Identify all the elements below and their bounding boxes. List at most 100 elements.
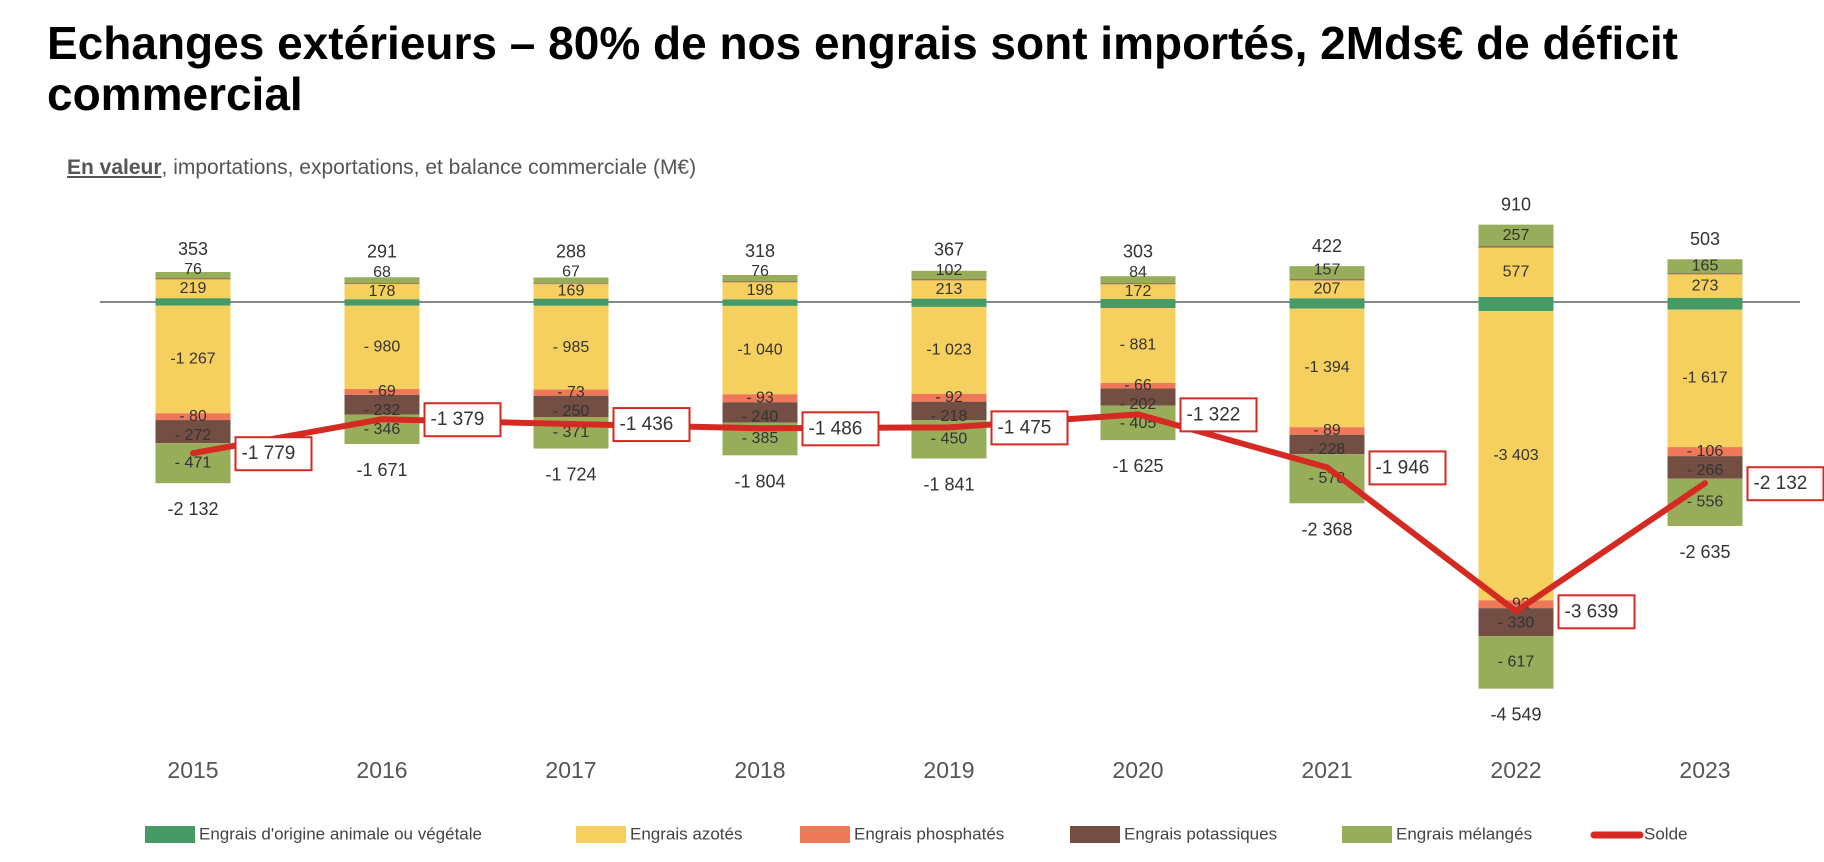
solde-label: -1 322 (1187, 404, 1241, 425)
bar-label-export: 273 (1692, 277, 1719, 294)
x-tick-label: 2018 (734, 757, 785, 783)
bar-segment-export (1667, 273, 1743, 275)
x-tick-label: 2020 (1112, 757, 1163, 783)
bar-segment-import (722, 394, 798, 403)
bar-segment-export (344, 283, 420, 284)
bar-segment-export (1478, 247, 1554, 248)
legend-swatch (800, 826, 850, 843)
solde-label: -3 639 (1565, 601, 1619, 622)
bar-label-import: -1 267 (170, 351, 215, 368)
bar-segment-export (344, 277, 420, 284)
bar-label-import: - 232 (364, 402, 401, 419)
bar-segment-export (155, 279, 231, 299)
bar-segment-export (911, 298, 987, 302)
bar-segment-import (1100, 388, 1176, 406)
x-tick-label: 2023 (1679, 757, 1730, 783)
bar-label-import: - 73 (557, 384, 585, 401)
solde-label: -1 486 (809, 418, 863, 439)
bar-segment-export (1289, 279, 1365, 281)
bar-segment-import (722, 302, 798, 306)
bar-label-import: - 385 (742, 430, 779, 447)
legend-swatch (1070, 826, 1120, 843)
solde-label-box (1179, 397, 1258, 433)
bar-label-import: -1 040 (737, 341, 782, 358)
total-imports-label: -1 804 (734, 471, 785, 491)
bar-label-import: - 93 (746, 389, 774, 406)
page-title: Echanges extérieurs – 80% de nos engrais… (47, 17, 1679, 120)
bar-segment-export (1100, 284, 1176, 300)
solde-label: -1 379 (431, 409, 485, 430)
bar-label-import: - 66 (1124, 377, 1152, 394)
bar-segment-import (533, 389, 609, 396)
x-tick-label: 2016 (356, 757, 407, 783)
subtitle-emphasis: En valeur (67, 156, 162, 179)
bar-segment-import (1100, 302, 1176, 309)
bar-label-import: - 89 (1313, 422, 1341, 439)
bar-segment-export (533, 298, 609, 302)
total-imports-label: -1 724 (545, 465, 596, 485)
subtitle-text: , importations, exportations, et balance… (161, 156, 697, 179)
total-exports-label: 910 (1501, 195, 1531, 215)
bar-segment-import (1289, 427, 1365, 435)
bar-label-export: 257 (1503, 227, 1530, 244)
total-exports-label: 291 (367, 242, 397, 262)
bar-segment-import (1289, 308, 1365, 428)
bar-label-import: - 69 (368, 383, 396, 400)
solde-label-box (1557, 594, 1636, 630)
solde-label: -1 946 (1376, 457, 1430, 478)
bar-segment-import (344, 394, 420, 415)
bar-label-export: 165 (1692, 257, 1719, 274)
solde-label-box (234, 436, 313, 472)
bar-label-export: 207 (1314, 281, 1341, 298)
bar-segment-import (1478, 600, 1554, 609)
bar-segment-export (722, 274, 798, 282)
bar-segment-export (1478, 224, 1554, 247)
bar-label-import: - 985 (553, 339, 590, 356)
legend-swatch (576, 826, 626, 843)
total-exports-label: 288 (556, 241, 586, 261)
bar-label-import: - 450 (931, 431, 968, 448)
bar-label-import: - 266 (1687, 462, 1724, 479)
bar-label-export: 198 (747, 282, 774, 299)
chart-subtitle: En valeur, importations, exportations, e… (67, 156, 696, 180)
bar-segment-import (155, 302, 231, 306)
bar-segment-export (722, 281, 798, 283)
bar-segment-export (155, 278, 231, 280)
bar-label-export: 157 (1314, 262, 1341, 279)
bar-label-export: 76 (184, 261, 202, 278)
legend-label: Engrais d'origine animale ou végétale (199, 824, 482, 843)
bar-segment-import (1667, 456, 1743, 479)
bar-label-import: - 202 (1120, 396, 1157, 413)
bar-label-export: 577 (1503, 264, 1530, 281)
bar-label-import: -3 403 (1493, 447, 1538, 464)
bar-label-export: 213 (936, 281, 963, 298)
bar-segment-export (1667, 274, 1743, 298)
total-imports-label: -4 549 (1490, 705, 1541, 725)
total-exports-label: 422 (1312, 236, 1342, 256)
solde-label-box (1368, 450, 1447, 486)
bar-segment-export (1478, 246, 1554, 248)
total-exports-label: 303 (1123, 242, 1153, 262)
bar-segment-import (344, 305, 420, 390)
bar-segment-import (1478, 302, 1554, 312)
bar-label-import: - 272 (175, 427, 212, 444)
solde-label-box (801, 411, 880, 447)
total-imports-label: -1 841 (923, 474, 974, 494)
legend-swatch (145, 826, 195, 843)
x-tick-label: 2017 (545, 757, 596, 783)
bar-label-import: - 371 (553, 424, 590, 441)
bar-label-import: - 218 (931, 408, 968, 425)
legend-label: Engrais mélangés (1396, 824, 1532, 843)
total-exports-label: 503 (1690, 229, 1720, 249)
bar-label-export: 172 (1125, 283, 1152, 300)
bar-segment-export (1667, 259, 1743, 274)
total-imports-label: -2 368 (1301, 519, 1352, 539)
bar-segment-export (1478, 247, 1554, 297)
bar-label-import: -1 394 (1304, 359, 1349, 376)
bar-label-export: 102 (936, 262, 963, 279)
x-tick-label: 2022 (1490, 757, 1541, 783)
bar-label-export: 84 (1129, 264, 1147, 281)
bar-segment-import (722, 305, 798, 395)
solde-label: -1 436 (620, 414, 674, 435)
